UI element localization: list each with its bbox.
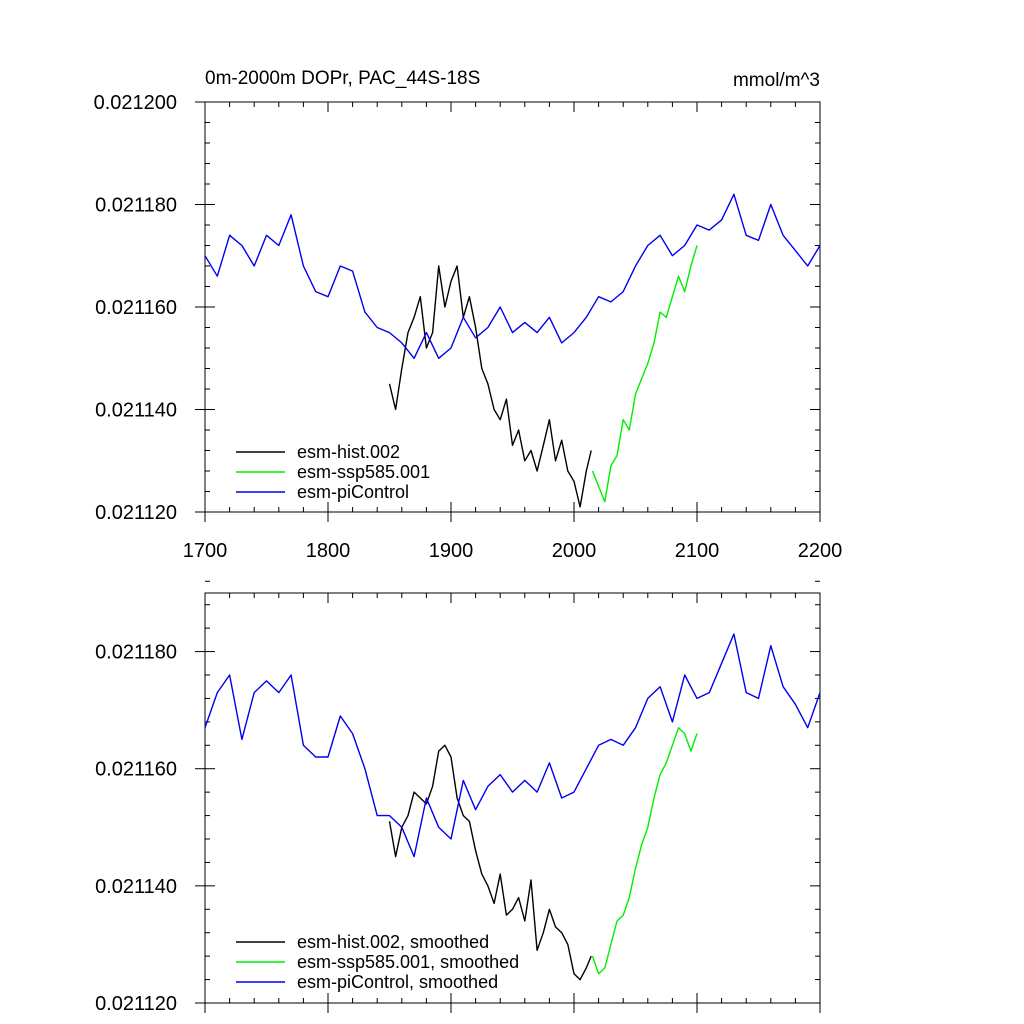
legend-label: esm-piControl, smoothed: [297, 972, 498, 992]
legend-label: esm-hist.002: [297, 442, 400, 462]
series-line-2: [204, 633, 821, 858]
series-line-1: [591, 727, 698, 975]
series-line-0: [388, 265, 592, 508]
y-tick-label: 0.021140: [95, 876, 177, 898]
y-tick-label: 0.021180: [95, 195, 177, 217]
x-tick-label: 2100: [675, 540, 720, 562]
series-line-0: [388, 744, 592, 981]
x-tick-label: 1800: [306, 540, 351, 562]
x-tick-label: 2000: [552, 540, 597, 562]
y-tick-label: 0.021200: [94, 92, 177, 114]
units-label: mmol/m^3: [733, 70, 820, 91]
y-tick-label: 0.021160: [95, 297, 177, 319]
y-tick-label: 0.021120: [95, 502, 177, 524]
plot-frame: [204, 592, 821, 1004]
y-tick-label: 0.021160: [95, 759, 177, 781]
chart-title: 0m-2000m DOPr, PAC_44S-18S: [205, 68, 480, 89]
legend-label: esm-ssp585.001: [297, 462, 430, 482]
x-tick-label: 1900: [429, 540, 474, 562]
series-line-2: [204, 193, 821, 359]
y-tick-label: 0.021140: [95, 400, 177, 422]
legend-label: esm-ssp585.001, smoothed: [297, 952, 519, 972]
y-tick-label: 0.021180: [95, 642, 177, 664]
series-line-1: [591, 245, 698, 503]
legend-label: esm-piControl: [297, 482, 409, 502]
x-tick-label: 2200: [798, 540, 843, 562]
legend-label: esm-hist.002, smoothed: [297, 932, 489, 952]
x-tick-label: 1700: [183, 540, 228, 562]
y-tick-label: 0.021120: [95, 993, 177, 1015]
bottom-panel: 0.021120 0.021140 0.021160 0.021180 esm-hist…: [95, 580, 821, 1015]
top-panel: 1700 1800 1900 2000 2100 2200 0.021120 0.021140…: [94, 68, 843, 562]
